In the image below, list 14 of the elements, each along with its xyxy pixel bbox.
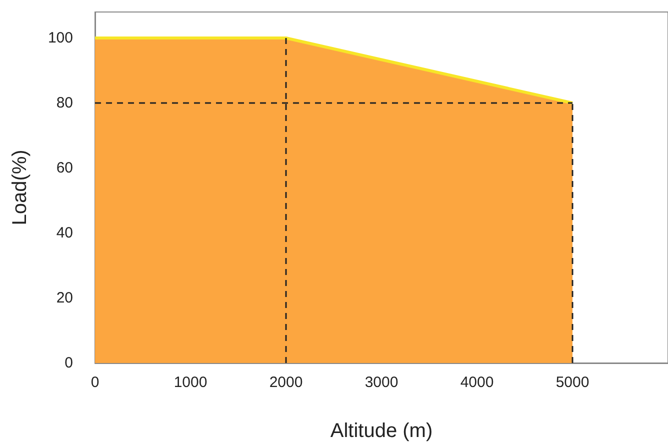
y-tick-label: 80 — [56, 94, 73, 112]
x-tick-label: 2000 — [269, 374, 303, 391]
x-tick-label: 3000 — [364, 374, 398, 391]
x-tick-label: 4000 — [460, 374, 494, 391]
x-axis-title: Altitude (m) — [330, 420, 433, 442]
y-axis-title: Load(%) — [9, 150, 31, 226]
y-tick-label: 100 — [48, 30, 73, 46]
y-tick-label: 60 — [56, 160, 73, 176]
y-tick-label: 20 — [56, 290, 73, 306]
y-tick-label: 40 — [56, 224, 73, 242]
x-tick-label: 0 — [90, 374, 100, 391]
x-tick-label: 5000 — [556, 374, 590, 391]
x-tick-label: 1000 — [174, 374, 208, 391]
y-tick-label: 0 — [64, 354, 73, 372]
